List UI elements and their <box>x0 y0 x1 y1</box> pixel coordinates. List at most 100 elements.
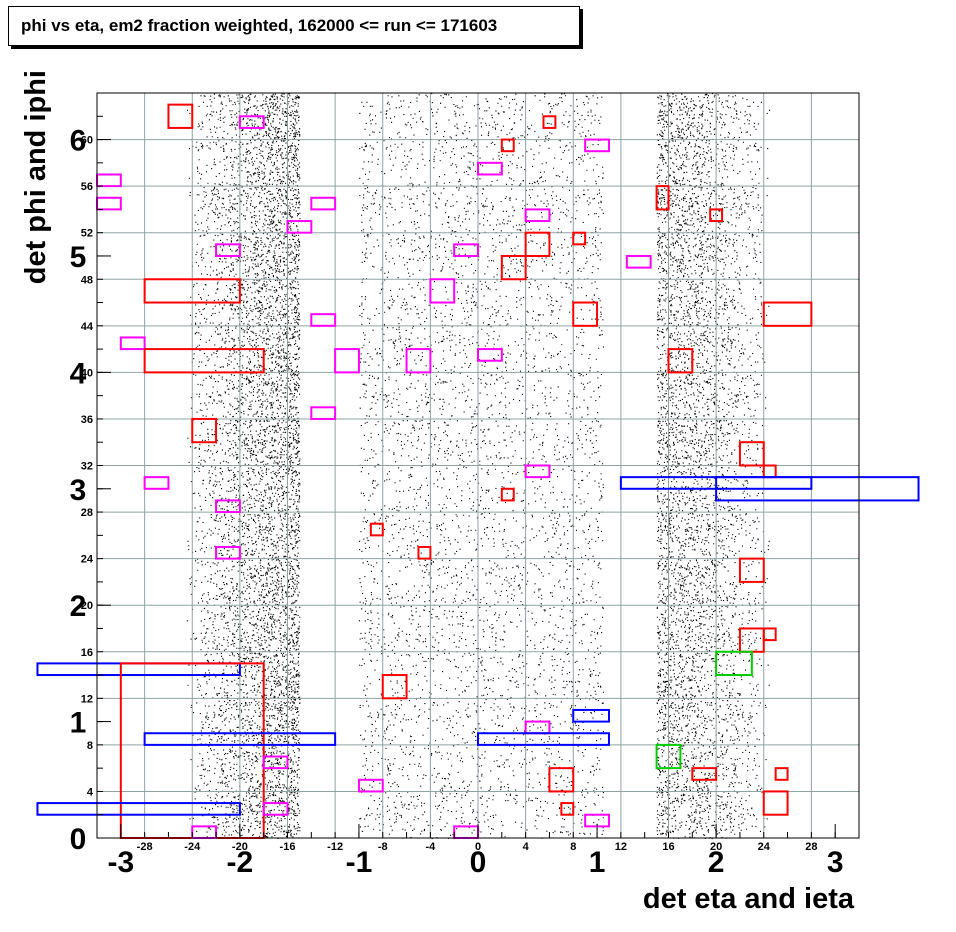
x-tick-label-ieta: -24 <box>184 841 201 853</box>
y-tick-label-phi: 2 <box>70 590 87 623</box>
flagged-box <box>381 674 408 700</box>
flagged-box <box>310 406 337 420</box>
flagged-box <box>655 743 682 770</box>
x-tick-label-eta: 3 <box>827 846 844 879</box>
flagged-box <box>572 708 610 723</box>
flagged-box <box>762 301 813 327</box>
x-tick-label-ieta: 28 <box>805 841 817 853</box>
y-tick-label-iphi: 8 <box>87 740 93 752</box>
flagged-box <box>625 254 652 269</box>
y-tick-label-iphi: 12 <box>81 693 93 705</box>
x-tick-label-eta: -2 <box>227 846 254 879</box>
flagged-box <box>286 220 313 234</box>
flagged-region-boxes <box>36 103 920 839</box>
flagged-box <box>357 778 384 793</box>
scatter-points <box>186 93 771 840</box>
flagged-box <box>143 476 170 490</box>
scatter-dots <box>186 93 771 840</box>
flagged-box <box>453 243 479 257</box>
x-axis-label: det eta and ieta <box>643 883 855 915</box>
x-tick-label-eta: 2 <box>708 846 725 879</box>
x-tick-label-ieta: 24 <box>758 841 771 853</box>
flagged-box <box>715 476 920 502</box>
flagged-box <box>709 208 724 223</box>
flagged-box <box>560 802 575 816</box>
flagged-box <box>655 185 670 211</box>
x-tick-label-eta: -1 <box>346 846 373 879</box>
flagged-box <box>572 231 587 246</box>
flagged-box <box>238 115 265 129</box>
y-tick-label-iphi: 36 <box>81 414 93 426</box>
flagged-box <box>500 138 515 153</box>
x-tick-label-ieta: 0 <box>475 841 481 853</box>
tick-labels: -3 -2 -1 0 1 2 3-28 -24 -20 -16 -12 -8 -4 0 4 8 12 16 20 24… <box>70 125 844 879</box>
x-tick-label-ieta: 20 <box>710 841 722 853</box>
flagged-box <box>738 557 765 583</box>
x-tick-label-ieta: -12 <box>327 841 343 853</box>
y-tick-label-iphi: 32 <box>81 461 93 473</box>
x-tick-label-ieta: 8 <box>570 841 576 853</box>
grid-lines <box>97 93 859 838</box>
y-axis-label: det phi and iphi <box>20 70 52 284</box>
x-tick-label-ieta: -20 <box>232 841 248 853</box>
y-tick-label-iphi: 4 <box>87 786 94 798</box>
flagged-box <box>667 348 694 374</box>
y-tick-label-phi: 5 <box>70 241 87 274</box>
flagged-box <box>524 231 551 257</box>
y-tick-label-iphi: 44 <box>81 321 94 333</box>
x-tick-label-eta: 1 <box>589 846 606 879</box>
flagged-box <box>691 767 718 781</box>
flagged-box <box>262 802 289 816</box>
x-tick-label-ieta: -4 <box>425 841 436 853</box>
flagged-box <box>143 732 337 746</box>
y-tick-label-phi: 3 <box>70 474 87 507</box>
flagged-box <box>369 522 384 537</box>
flagged-box <box>477 732 610 746</box>
flagged-box <box>762 627 777 642</box>
flagged-box <box>36 802 241 816</box>
x-tick-label-eta: -3 <box>107 846 134 879</box>
flagged-box <box>167 103 194 129</box>
flagged-box <box>119 336 146 351</box>
flagged-box <box>143 278 241 304</box>
flagged-box <box>215 499 241 514</box>
y-tick-label-iphi: 40 <box>81 367 93 379</box>
axis-ticks <box>96 115 836 839</box>
flagged-box <box>774 767 789 781</box>
y-tick-label-phi: 4 <box>70 357 87 390</box>
y-tick-label-iphi: 16 <box>81 647 93 659</box>
y-tick-label-iphi: 52 <box>81 228 93 240</box>
y-tick-label-iphi: 20 <box>81 600 93 612</box>
flagged-box <box>524 464 551 479</box>
x-tick-label-ieta: -16 <box>280 841 296 853</box>
flagged-box <box>477 348 503 362</box>
flagged-box <box>738 441 765 467</box>
x-tick-label-ieta: 4 <box>523 841 530 853</box>
x-tick-label-ieta: 16 <box>662 841 674 853</box>
flagged-box <box>334 348 360 374</box>
y-tick-label-iphi: 56 <box>81 181 93 193</box>
y-tick-label-iphi: 28 <box>81 507 93 519</box>
flagged-box <box>572 301 599 327</box>
flagged-box <box>215 545 241 560</box>
x-tick-label-ieta: -8 <box>378 841 388 853</box>
y-tick-label-phi: 0 <box>70 823 87 856</box>
flagged-box <box>310 313 337 327</box>
flagged-box <box>191 417 218 444</box>
flagged-box <box>715 650 753 677</box>
x-tick-label-ieta: 12 <box>615 841 627 853</box>
flagged-box <box>584 138 610 153</box>
flagged-box <box>548 767 575 793</box>
y-tick-label-phi: 1 <box>70 707 87 740</box>
y-tick-label-iphi: 48 <box>81 274 93 286</box>
y-tick-label-phi: 6 <box>70 125 87 158</box>
flagged-box <box>405 348 432 374</box>
flagged-box <box>417 545 432 560</box>
y-tick-label-iphi: 24 <box>81 554 94 566</box>
chart-title: phi vs eta, em2 fraction weighted, 16200… <box>8 6 580 46</box>
flagged-box <box>429 278 456 304</box>
flagged-box <box>500 254 527 281</box>
flagged-box <box>215 243 241 257</box>
x-tick-label-ieta: -28 <box>137 841 153 853</box>
